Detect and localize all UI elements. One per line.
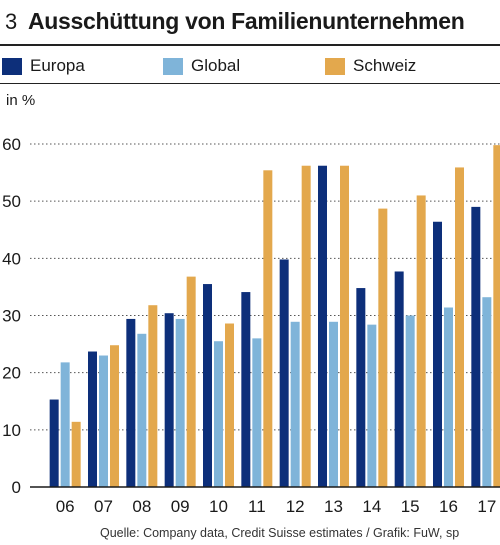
x-tick-label: 06 <box>56 497 75 516</box>
bar-global-09 <box>175 318 185 487</box>
bar-europa-06 <box>49 399 59 487</box>
bar-schweiz-10 <box>225 323 234 487</box>
bar-group <box>49 145 500 488</box>
x-tick-label: 10 <box>209 497 228 516</box>
y-tick-label: 20 <box>2 364 21 383</box>
bar-global-08 <box>137 333 147 487</box>
y-axis-unit-label: in % <box>6 92 36 109</box>
legend: Europa Global Schweiz <box>0 52 500 80</box>
bar-europa-14 <box>356 288 366 487</box>
x-tick-label: 08 <box>132 497 151 516</box>
bar-europa-11 <box>241 292 251 487</box>
y-tick-label: 40 <box>2 249 21 268</box>
bar-schweiz-15 <box>416 195 426 487</box>
bar-europa-08 <box>126 318 136 487</box>
bar-schweiz-14 <box>378 208 388 487</box>
y-axis-ticks: 0 10 20 30 40 50 60 <box>2 135 21 497</box>
x-tick-label: 11 <box>248 497 266 516</box>
x-tick-label: 15 <box>401 497 420 516</box>
x-tick-label: 13 <box>324 497 343 516</box>
bar-schweiz-06 <box>71 421 81 487</box>
x-tick-label: 07 <box>94 497 113 516</box>
title-rule <box>0 44 500 46</box>
x-axis-ticks: 06 07 08 09 10 11 12 13 14 15 16 17 <box>56 497 497 516</box>
bar-global-06 <box>60 362 70 487</box>
legend-label-europa: Europa <box>30 56 85 75</box>
x-tick-label: 12 <box>286 497 305 516</box>
y-tick-label: 60 <box>2 135 21 154</box>
bar-global-16 <box>444 307 453 487</box>
y-tick-label: 0 <box>12 478 21 497</box>
bar-global-17 <box>482 297 492 487</box>
x-tick-label: 16 <box>439 497 458 516</box>
y-tick-label: 10 <box>2 421 21 440</box>
bar-global-13 <box>329 321 338 487</box>
legend-label-schweiz: Schweiz <box>353 56 417 75</box>
bar-europa-07 <box>88 351 97 487</box>
bar-schweiz-07 <box>110 345 119 487</box>
x-tick-label: 17 <box>477 497 496 516</box>
x-tick-label: 09 <box>171 497 190 516</box>
x-tick-label: 14 <box>362 497 381 516</box>
bar-schweiz-13 <box>340 165 349 487</box>
chart-header: 3 Ausschüttung von Familienunternehmen <box>0 5 500 41</box>
bar-global-10 <box>214 341 223 487</box>
bar-europa-15 <box>394 271 404 487</box>
legend-rule <box>0 83 500 84</box>
bar-schweiz-12 <box>301 165 311 487</box>
bar-schweiz-17 <box>493 145 500 488</box>
bar-global-12 <box>290 321 300 487</box>
source-note: Quelle: Company data, Credit Suisse esti… <box>100 526 460 540</box>
legend-swatch-schweiz <box>325 58 345 75</box>
bar-europa-10 <box>203 284 212 487</box>
bar-schweiz-09 <box>186 276 196 487</box>
bar-global-11 <box>252 338 262 487</box>
bar-europa-13 <box>318 165 327 487</box>
bar-schweiz-08 <box>148 305 158 487</box>
bar-europa-09 <box>164 313 174 487</box>
chart-title: Ausschüttung von Familienunternehmen <box>28 8 465 34</box>
bar-global-15 <box>405 315 415 487</box>
y-tick-label: 50 <box>2 192 21 211</box>
legend-swatch-global <box>163 58 183 75</box>
legend-swatch-europa <box>2 58 22 75</box>
bar-global-14 <box>367 324 377 487</box>
bar-europa-16 <box>433 221 442 487</box>
bar-europa-12 <box>279 259 289 487</box>
legend-label-global: Global <box>191 56 241 75</box>
bar-europa-17 <box>471 206 481 487</box>
figure-number: 3 <box>5 9 18 34</box>
bar-global-07 <box>99 355 108 487</box>
bar-schweiz-16 <box>455 167 464 487</box>
bar-schweiz-11 <box>263 170 273 487</box>
y-tick-label: 30 <box>2 307 21 326</box>
